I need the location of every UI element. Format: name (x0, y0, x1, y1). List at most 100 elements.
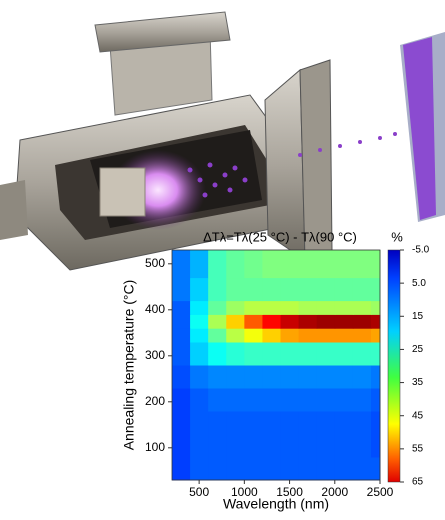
heatmap-cell (244, 365, 263, 389)
x-tick-label: 2000 (321, 485, 348, 499)
y-tick-label: 300 (145, 348, 165, 362)
heatmap-cell (371, 328, 381, 342)
heatmap-cell (317, 365, 336, 389)
heatmap-cell (335, 278, 354, 302)
heatmap-cell (226, 250, 245, 278)
heatmap-cell (226, 278, 245, 302)
heatmap-cell (244, 411, 263, 435)
heatmap-cell (172, 365, 191, 389)
heatmap-cell (262, 278, 281, 302)
heatmap-cell (299, 457, 318, 481)
heatmap-cell (208, 388, 227, 412)
y-tick-label: 400 (145, 302, 165, 316)
heatmap-cell (172, 457, 191, 481)
heatmap-cell (371, 314, 381, 328)
heatmap-cell (190, 365, 209, 389)
heatmap-cell (317, 457, 336, 481)
heatmap-cell (353, 328, 372, 342)
colorbar-label: % (391, 229, 403, 244)
y-tick-label: 200 (145, 394, 165, 408)
heatmap-cell (172, 328, 191, 342)
heatmap-cell (317, 342, 336, 366)
heatmap-cell (371, 388, 381, 412)
x-tick-label: 500 (189, 485, 209, 499)
heatmap-cell (262, 457, 281, 481)
heatmap-cell (172, 250, 191, 278)
heatmap-cell (262, 328, 281, 342)
heatmap-cell (190, 411, 209, 435)
heatmap-cell (299, 278, 318, 302)
heatmap-cell (299, 328, 318, 342)
heatmap-cell (335, 411, 354, 435)
colorbar (388, 250, 400, 482)
heatmap-cell (371, 301, 381, 315)
heatmap-cell (172, 388, 191, 412)
heatmap-cell (371, 434, 381, 458)
heatmap-cell (244, 342, 263, 366)
heatmap-cell (335, 434, 354, 458)
heatmap-cell (226, 314, 245, 328)
heatmap-cell (281, 328, 300, 342)
x-tick-label: 1000 (231, 485, 258, 499)
heatmap-cell (262, 365, 281, 389)
heatmap-cell (335, 365, 354, 389)
heatmap-cell (317, 328, 336, 342)
heatmap-cell (353, 314, 372, 328)
heatmap-cell (208, 278, 227, 302)
heatmap-cell (244, 314, 263, 328)
colorbar-tick-label: 25 (412, 344, 424, 355)
x-tick-label: 2500 (367, 485, 394, 499)
heatmap-cell (190, 301, 209, 315)
heatmap-cell (299, 434, 318, 458)
figure: ΔTλ=Tλ(25 °C) - Tλ(90 °C) % Annealing te… (0, 0, 445, 515)
heatmap-cell (299, 342, 318, 366)
heatmap-cell (226, 388, 245, 412)
colorbar-tick-label: 15 (412, 311, 424, 322)
heatmap-cell (190, 342, 209, 366)
heatmap-cell (281, 301, 300, 315)
heatmap-cell (226, 434, 245, 458)
heatmap-cell (371, 278, 381, 302)
heatmap-cell (317, 314, 336, 328)
heatmap-cell (262, 314, 281, 328)
heatmap-cell (244, 301, 263, 315)
heatmap-cell (371, 365, 381, 389)
y-axis-label: Annealing temperature (°C) (121, 280, 137, 451)
chart-title: ΔTλ=Tλ(25 °C) - Tλ(90 °C) (203, 229, 357, 244)
heatmap-cell (244, 434, 263, 458)
heatmap-cell (208, 301, 227, 315)
heatmap-cell (281, 434, 300, 458)
heatmap-cell (172, 411, 191, 435)
heatmap-cell (244, 250, 263, 278)
heatmap-cell (317, 278, 336, 302)
heatmap-cell (208, 411, 227, 435)
heatmap-cell (262, 301, 281, 315)
heatmap-cell (208, 314, 227, 328)
heatmap-cell (226, 411, 245, 435)
heatmap-cell (335, 342, 354, 366)
heatmap-cell (281, 342, 300, 366)
heatmap-cell (281, 411, 300, 435)
heatmap-cell (335, 328, 354, 342)
heatmap-cell (353, 411, 372, 435)
heatmap-cell (299, 388, 318, 412)
heatmap-cell (371, 411, 381, 435)
heatmap-cell (317, 250, 336, 278)
heatmap-cell (335, 314, 354, 328)
y-tick-label: 500 (145, 256, 165, 270)
heatmap-cell (226, 342, 245, 366)
heatmap-cell (299, 314, 318, 328)
heatmap-cell (190, 457, 209, 481)
heatmap-cell (317, 411, 336, 435)
colorbar-tick-label: 55 (412, 443, 424, 454)
heatmap-cell (190, 388, 209, 412)
heatmap-cell (172, 301, 191, 315)
heatmap-cell (208, 342, 227, 366)
heatmap-cell (190, 314, 209, 328)
heatmap-cell (353, 342, 372, 366)
heatmap-cell (244, 457, 263, 481)
heatmap-cell (317, 434, 336, 458)
heatmap-cell (317, 301, 336, 315)
heatmap-cell (226, 301, 245, 315)
heatmap-cell (208, 457, 227, 481)
